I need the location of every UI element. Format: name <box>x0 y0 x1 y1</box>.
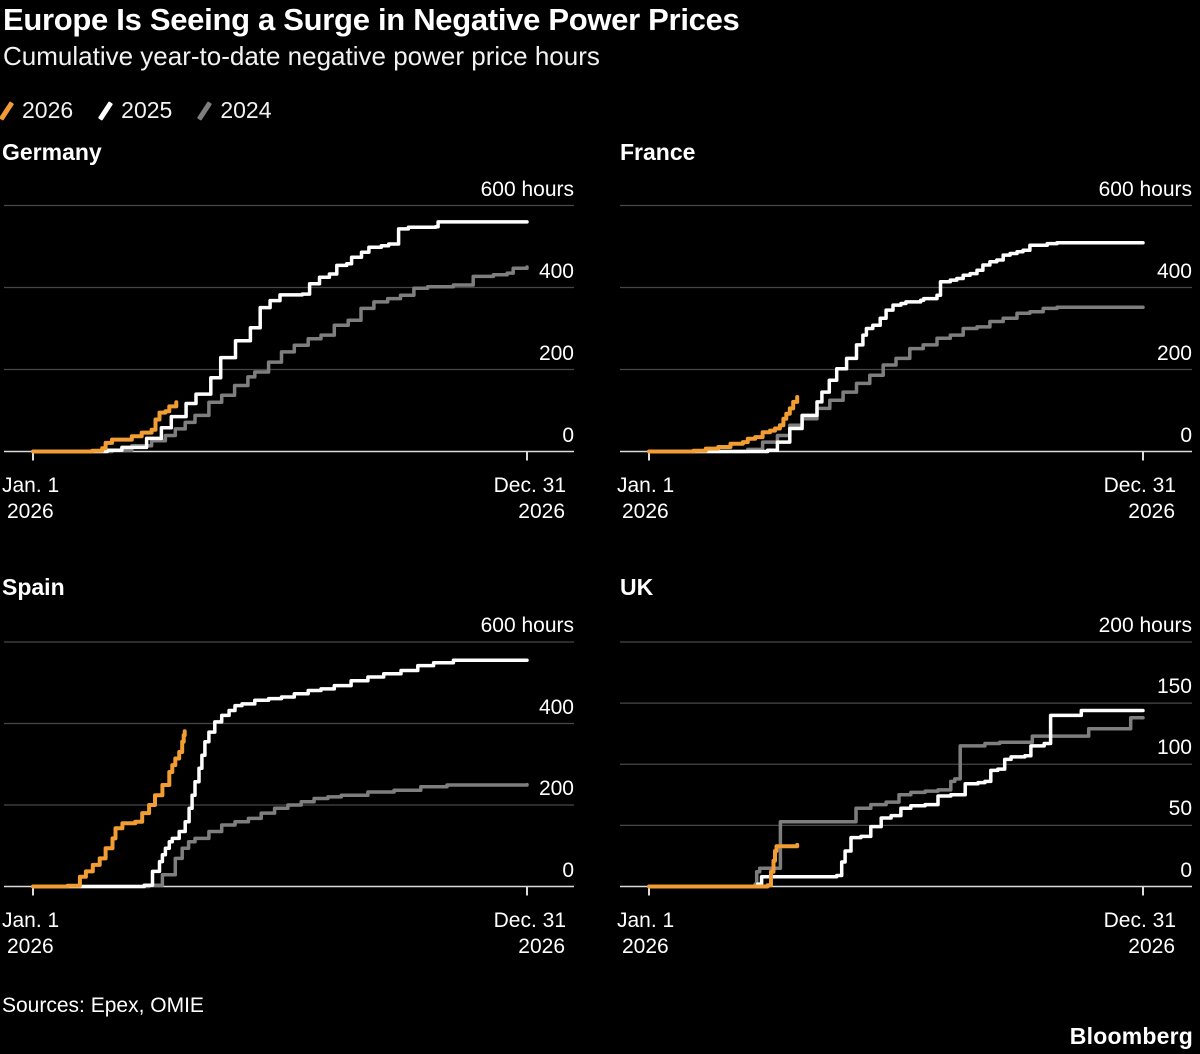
x-axis-label-end: Dec. 31 2026 <box>1016 908 1176 960</box>
y-tick-label: 0 <box>562 858 574 882</box>
x-end-line2: 2026 <box>1128 935 1175 958</box>
x-end-line2: 2026 <box>1128 500 1175 523</box>
y-tick-label: 600 hours <box>480 177 574 201</box>
series-line-2024 <box>31 265 529 454</box>
series-line-2026 <box>31 400 179 454</box>
series-line-2024 <box>31 782 529 889</box>
x-axis-label-start: Jan. 1 2026 <box>2 473 59 525</box>
series-line-2024 <box>647 716 1145 889</box>
y-tick-label: 400 <box>538 259 574 283</box>
y-tick-label: 150 <box>1156 675 1192 699</box>
series-line-2025 <box>647 241 1145 454</box>
series-line-2024 <box>647 305 1145 454</box>
y-tick-label: 400 <box>1156 259 1192 283</box>
x-end-line2: 2026 <box>518 500 565 523</box>
y-tick-label: 200 hours <box>1098 614 1192 637</box>
x-end-line1: Dec. 31 <box>1103 909 1176 932</box>
y-tick-label: 0 <box>562 423 574 447</box>
series-line-2026 <box>31 729 187 889</box>
legend-label: 2025 <box>121 97 173 123</box>
legend-label: 2024 <box>220 97 272 123</box>
y-tick-label: 0 <box>1180 858 1192 882</box>
x-start-line2: 2026 <box>7 935 54 958</box>
series-line-2026 <box>647 395 800 454</box>
x-axis-label-end: Dec. 31 2026 <box>406 908 566 960</box>
y-tick-label: 0 <box>1180 423 1192 447</box>
x-axis-label-start: Jan. 1 2026 <box>2 908 59 960</box>
y-tick-label: 600 hours <box>1098 177 1192 201</box>
x-axis-label-end: Dec. 31 2026 <box>406 473 566 525</box>
x-start-line2: 2026 <box>622 500 669 523</box>
y-tick-label: 200 <box>538 777 574 800</box>
x-start-line1: Jan. 1 <box>617 474 675 497</box>
series-line-2026 <box>647 842 800 889</box>
x-start-line1: Jan. 1 <box>2 474 60 497</box>
y-tick-label: 600 hours <box>480 614 574 637</box>
chart-title-spain: Spain <box>2 574 65 600</box>
y-tick-label: 200 <box>538 341 574 365</box>
legend-item-2025: 2025 <box>98 97 173 124</box>
series-line-2025 <box>647 708 1145 889</box>
x-end-line1: Dec. 31 <box>493 909 566 932</box>
x-end-line1: Dec. 31 <box>1103 474 1176 497</box>
y-tick-label: 50 <box>1168 797 1192 821</box>
y-tick-label: 100 <box>1156 736 1192 760</box>
page-title: Europe Is Seeing a Surge in Negative Pow… <box>3 2 740 37</box>
sources-note: Sources: Epex, OMIE <box>2 994 204 1017</box>
series-line-2025 <box>31 220 529 454</box>
x-axis-label-end: Dec. 31 2026 <box>1016 473 1176 525</box>
y-tick-label: 200 <box>1156 341 1192 365</box>
legend-label: 2026 <box>22 97 74 123</box>
x-end-line1: Dec. 31 <box>493 474 566 497</box>
chart-title-germany: Germany <box>2 139 102 165</box>
x-start-line1: Jan. 1 <box>2 909 60 932</box>
page-subtitle: Cumulative year-to-date negative power p… <box>3 41 600 71</box>
legend-item-2026: 2026 <box>0 97 74 124</box>
chart-title-uk: UK <box>620 574 654 600</box>
x-start-line2: 2026 <box>622 935 669 958</box>
x-start-line2: 2026 <box>7 500 54 523</box>
legend: 2026 2025 2024 <box>0 97 272 124</box>
x-axis-label-start: Jan. 1 2026 <box>617 473 674 525</box>
legend-item-2024: 2024 <box>197 97 272 124</box>
x-axis-label-start: Jan. 1 2026 <box>617 908 674 960</box>
chart-title-france: France <box>620 139 696 165</box>
y-tick-label: 400 <box>538 695 574 719</box>
x-end-line2: 2026 <box>518 935 565 958</box>
x-start-line1: Jan. 1 <box>617 909 675 932</box>
brand-logo: Bloomberg <box>1069 1023 1193 1049</box>
series-line-2025 <box>31 658 529 889</box>
